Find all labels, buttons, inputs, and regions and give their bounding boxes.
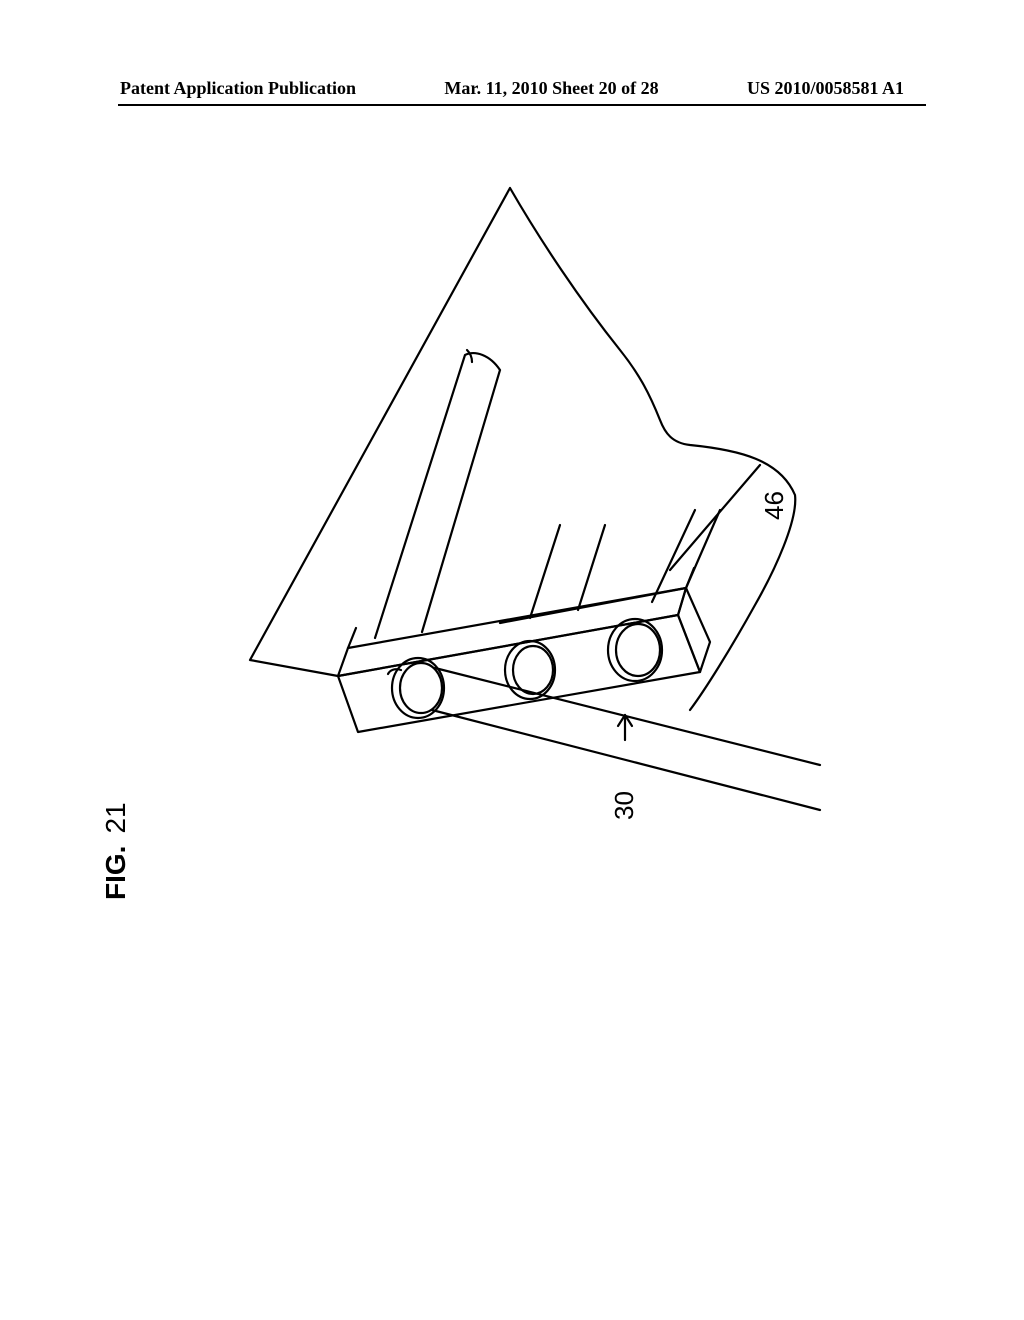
patent-drawing [200, 170, 840, 990]
header-right: US 2010/0058581 A1 [747, 78, 904, 99]
figure-label-number: 21 [100, 802, 132, 833]
page-header: Patent Application Publication Mar. 11, … [0, 78, 1024, 99]
callout-46: 46 [759, 491, 790, 520]
header-center: Mar. 11, 2010 Sheet 20 of 28 [444, 78, 658, 99]
figure-label-prefix: FIG. [100, 846, 132, 900]
callout-30: 30 [609, 791, 640, 820]
figure-area: 46 30 [200, 170, 840, 990]
header-rule [118, 104, 926, 106]
header-left: Patent Application Publication [120, 78, 356, 99]
figure-label: FIG. 21 [100, 802, 132, 900]
